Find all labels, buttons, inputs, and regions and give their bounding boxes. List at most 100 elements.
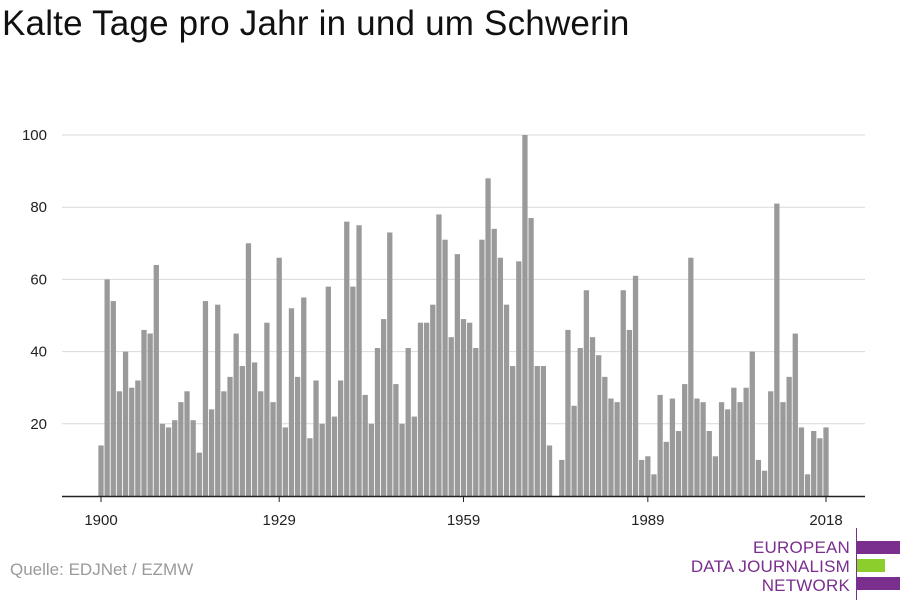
bar-1904[interactable]: [122, 351, 129, 496]
bar-1997[interactable]: [694, 398, 700, 496]
bar-1957[interactable]: [448, 337, 454, 496]
bar-1901[interactable]: [104, 279, 110, 496]
bar-1907[interactable]: [141, 329, 147, 496]
bar-1966[interactable]: [503, 304, 510, 496]
bar-1977[interactable]: [571, 405, 577, 496]
bar-1943[interactable]: [362, 394, 368, 496]
bar-1982[interactable]: [602, 376, 608, 496]
bar-1958[interactable]: [454, 254, 460, 496]
bar-1934[interactable]: [307, 438, 313, 496]
bar-1942[interactable]: [356, 225, 362, 496]
bar-1984[interactable]: [614, 402, 620, 496]
bar-1924[interactable]: [245, 243, 252, 496]
bar-2015[interactable]: [804, 474, 811, 496]
bar-1925[interactable]: [251, 362, 258, 496]
edjnet-logo[interactable]: EUROPEAN DATA JOURNALISM NETWORK: [691, 528, 900, 600]
bar-1959[interactable]: [460, 319, 467, 496]
bar-1918[interactable]: [208, 409, 215, 496]
bar-1926[interactable]: [258, 391, 264, 496]
bar-1978[interactable]: [577, 347, 583, 496]
bar-2017[interactable]: [817, 438, 823, 496]
bar-1938[interactable]: [331, 416, 338, 496]
bar-1954[interactable]: [430, 304, 436, 496]
bar-1914[interactable]: [184, 391, 190, 496]
bar-2018[interactable]: [823, 427, 829, 496]
bar-1930[interactable]: [282, 427, 288, 496]
bar-1945[interactable]: [374, 347, 381, 496]
bar-1923[interactable]: [239, 366, 245, 496]
bar-1927[interactable]: [264, 322, 270, 496]
bar-1967[interactable]: [510, 366, 516, 496]
bar-1995[interactable]: [682, 384, 688, 496]
bar-1989[interactable]: [645, 456, 651, 496]
bar-1980[interactable]: [589, 337, 596, 496]
bar-1946[interactable]: [380, 319, 387, 496]
bar-1921[interactable]: [227, 376, 233, 496]
bar-1940[interactable]: [344, 221, 350, 496]
bar-1948[interactable]: [393, 384, 399, 496]
bar-1976[interactable]: [565, 329, 571, 496]
bar-1960[interactable]: [467, 322, 473, 496]
bar-2009[interactable]: [768, 391, 774, 496]
bar-1972[interactable]: [540, 366, 547, 496]
bar-2003[interactable]: [731, 387, 737, 496]
bar-1964[interactable]: [491, 228, 497, 497]
bar-1993[interactable]: [669, 398, 676, 496]
bar-1962[interactable]: [479, 239, 485, 496]
bar-1961[interactable]: [473, 347, 479, 496]
bar-1996[interactable]: [688, 257, 694, 496]
bar-1909[interactable]: [153, 264, 159, 496]
bar-1903[interactable]: [116, 391, 123, 496]
bar-1971[interactable]: [534, 366, 540, 496]
bar-1900[interactable]: [98, 445, 104, 496]
bar-2001[interactable]: [718, 402, 725, 496]
bar-1905[interactable]: [129, 387, 135, 496]
bar-1908[interactable]: [147, 333, 153, 496]
bar-1953[interactable]: [423, 322, 430, 496]
bar-2004[interactable]: [737, 402, 743, 496]
bar-1912[interactable]: [172, 420, 178, 496]
bar-2008[interactable]: [761, 470, 768, 496]
bar-2011[interactable]: [780, 402, 786, 496]
bar-1969[interactable]: [522, 135, 528, 496]
bar-1992[interactable]: [663, 441, 669, 496]
bar-1963[interactable]: [485, 178, 491, 496]
bar-1973[interactable]: [546, 445, 553, 496]
bar-2016[interactable]: [811, 431, 817, 496]
bar-1990[interactable]: [651, 474, 657, 496]
bar-1991[interactable]: [657, 394, 663, 496]
bar-1916[interactable]: [196, 452, 202, 496]
bar-1975[interactable]: [559, 459, 565, 496]
bar-1970[interactable]: [528, 218, 534, 496]
bar-1920[interactable]: [221, 391, 227, 496]
bar-1935[interactable]: [313, 380, 319, 496]
bar-2000[interactable]: [712, 456, 719, 496]
bar-1906[interactable]: [135, 380, 141, 496]
bar-1937[interactable]: [325, 286, 331, 496]
bar-2005[interactable]: [743, 387, 749, 496]
bar-1983[interactable]: [608, 398, 614, 496]
bar-1955[interactable]: [436, 214, 442, 497]
bar-1939[interactable]: [337, 380, 344, 496]
bar-2006[interactable]: [749, 351, 755, 496]
bar-1911[interactable]: [165, 427, 172, 496]
bar-1944[interactable]: [368, 423, 374, 496]
bar-1950[interactable]: [405, 347, 411, 496]
bar-1928[interactable]: [270, 402, 276, 496]
bar-2002[interactable]: [725, 409, 731, 496]
bar-1933[interactable]: [301, 297, 307, 496]
bar-1952[interactable]: [417, 322, 424, 496]
bar-2007[interactable]: [755, 459, 762, 496]
bar-1985[interactable]: [620, 290, 626, 496]
bar-1929[interactable]: [276, 257, 282, 496]
bar-1981[interactable]: [596, 355, 602, 496]
bar-1999[interactable]: [706, 431, 712, 496]
bar-1913[interactable]: [178, 402, 184, 496]
bar-1951[interactable]: [411, 416, 417, 496]
bar-1994[interactable]: [675, 431, 682, 496]
bar-1979[interactable]: [583, 290, 590, 496]
bar-1965[interactable]: [497, 257, 504, 496]
bar-1915[interactable]: [190, 420, 196, 496]
bar-2013[interactable]: [792, 333, 798, 496]
bar-2014[interactable]: [798, 427, 805, 496]
